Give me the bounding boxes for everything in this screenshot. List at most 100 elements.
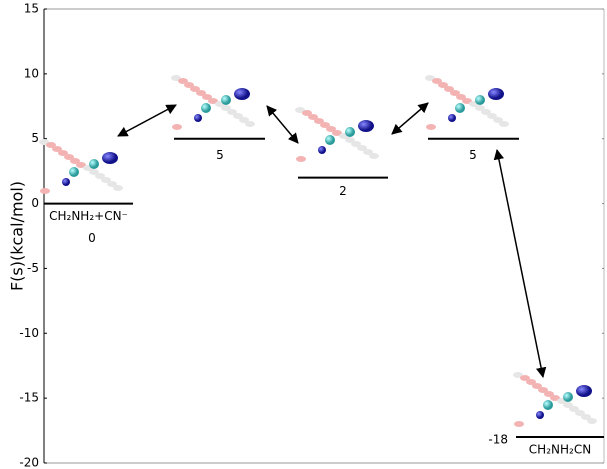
water bbox=[46, 142, 56, 148]
water bbox=[208, 98, 218, 104]
y-tick-label: 10 bbox=[24, 66, 39, 80]
y-tick-label: -10 bbox=[19, 326, 39, 340]
water bbox=[532, 383, 542, 389]
molecule-snapshot bbox=[425, 75, 509, 130]
molecule-snapshot bbox=[39, 139, 123, 194]
state-label: CH₂NH₂CN bbox=[529, 443, 591, 457]
water bbox=[563, 402, 573, 408]
water bbox=[487, 113, 497, 119]
y-tick-label: -5 bbox=[27, 261, 39, 275]
water bbox=[39, 139, 49, 145]
atom-n bbox=[536, 411, 544, 419]
water bbox=[52, 146, 62, 152]
atom-c bbox=[69, 167, 79, 177]
water bbox=[178, 78, 188, 84]
water bbox=[326, 126, 336, 132]
molecule-snapshot bbox=[513, 372, 597, 427]
water bbox=[171, 75, 181, 81]
water bbox=[438, 82, 448, 88]
water bbox=[475, 105, 485, 111]
water bbox=[544, 391, 554, 397]
water bbox=[314, 118, 324, 124]
water bbox=[296, 156, 306, 162]
water bbox=[493, 117, 503, 123]
water bbox=[351, 141, 361, 147]
water bbox=[426, 124, 436, 130]
water bbox=[101, 177, 111, 183]
y-tick-label: -20 bbox=[19, 456, 39, 469]
water bbox=[308, 114, 318, 120]
value-label: 0 bbox=[88, 231, 96, 245]
plot-frame bbox=[43, 8, 605, 464]
water bbox=[444, 86, 454, 92]
water bbox=[513, 372, 523, 378]
water bbox=[233, 113, 243, 119]
atom-c bbox=[325, 135, 335, 145]
water bbox=[40, 188, 50, 194]
value-label: 2 bbox=[339, 184, 347, 198]
y-tick-label: 15 bbox=[24, 2, 39, 16]
atom-c bbox=[345, 127, 355, 137]
water bbox=[295, 107, 305, 113]
water bbox=[357, 145, 367, 151]
water bbox=[575, 410, 585, 416]
water bbox=[526, 379, 536, 385]
atom-c bbox=[475, 95, 485, 105]
water bbox=[227, 109, 237, 115]
atom-c bbox=[221, 95, 231, 105]
atom-n bbox=[576, 385, 592, 397]
water bbox=[221, 105, 231, 111]
atom-n bbox=[102, 152, 118, 164]
water bbox=[58, 150, 68, 156]
water bbox=[190, 86, 200, 92]
atom-c bbox=[455, 103, 465, 113]
water bbox=[70, 158, 80, 164]
water bbox=[450, 90, 460, 96]
water bbox=[172, 124, 182, 130]
water bbox=[550, 395, 560, 401]
water bbox=[107, 181, 117, 187]
y-tick-label: 0 bbox=[31, 196, 39, 210]
water bbox=[481, 109, 491, 115]
arrows bbox=[117, 102, 547, 379]
water bbox=[202, 94, 212, 100]
y-tick-label: -15 bbox=[19, 391, 39, 405]
atom-n bbox=[318, 146, 326, 154]
water bbox=[245, 121, 255, 127]
water bbox=[239, 117, 249, 123]
water bbox=[89, 169, 99, 175]
water bbox=[432, 78, 442, 84]
y-axis-label: F(s)(kcal/mol) bbox=[8, 181, 27, 291]
y-tick-label: 5 bbox=[31, 131, 39, 145]
atom-n bbox=[358, 120, 374, 132]
water bbox=[425, 75, 435, 81]
water bbox=[514, 421, 524, 427]
water bbox=[320, 122, 330, 128]
water bbox=[538, 387, 548, 393]
water bbox=[462, 98, 472, 104]
atom-c bbox=[543, 400, 553, 410]
water bbox=[363, 149, 373, 155]
water bbox=[196, 90, 206, 96]
value-label: 5 bbox=[216, 148, 224, 162]
state-label: CH₂NH₂+CN⁻ bbox=[49, 209, 128, 223]
water bbox=[76, 162, 86, 168]
water bbox=[520, 375, 530, 381]
atom-c bbox=[563, 392, 573, 402]
water bbox=[587, 418, 597, 424]
atom-c bbox=[89, 159, 99, 169]
value-label: 5 bbox=[469, 148, 477, 162]
water bbox=[95, 173, 105, 179]
water bbox=[369, 153, 379, 159]
atom-n bbox=[62, 178, 70, 186]
atom-n bbox=[194, 114, 202, 122]
water bbox=[184, 82, 194, 88]
water bbox=[569, 406, 579, 412]
water bbox=[499, 121, 509, 127]
molecule-snapshot bbox=[171, 75, 255, 130]
atom-n bbox=[448, 114, 456, 122]
atom-n bbox=[234, 88, 250, 100]
water bbox=[113, 185, 123, 191]
water bbox=[64, 154, 74, 160]
